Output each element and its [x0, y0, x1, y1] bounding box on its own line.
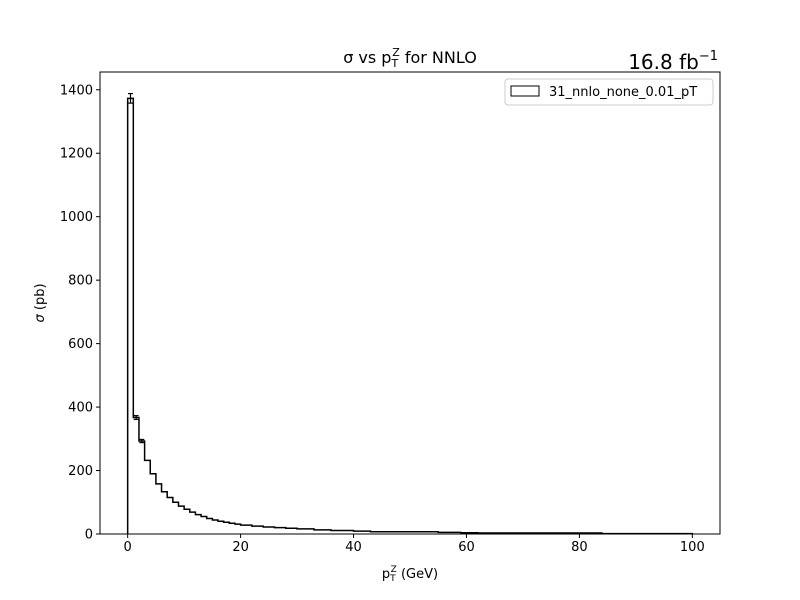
- histogram-bin: [156, 484, 162, 534]
- histogram-bin: [297, 529, 314, 534]
- error-bar: [127, 92, 133, 104]
- histogram-bin: [207, 518, 213, 534]
- histogram-bin: [263, 527, 274, 534]
- histogram-bin: [173, 502, 179, 534]
- y-tick-label: 1400: [60, 83, 93, 98]
- histogram-bin: [195, 515, 201, 534]
- error-bars: [127, 92, 145, 444]
- x-tick-label: 60: [458, 540, 475, 555]
- histogram-bin: [133, 418, 139, 534]
- histogram-series: [126, 97, 694, 535]
- y-tick-label: 1000: [60, 210, 93, 225]
- histogram-bin: [212, 520, 218, 534]
- y-tick-label: 800: [68, 274, 93, 289]
- x-axis-ticks: 0 20 40 60 80 100: [124, 534, 705, 555]
- histogram-bin: [274, 528, 285, 534]
- luminosity-label: 16.8 fb−1: [628, 49, 718, 74]
- legend-label: 31_nnlo_none_0.01_pT: [549, 85, 697, 100]
- y-tick-label: 600: [68, 337, 93, 352]
- legend-frame: [504, 78, 714, 106]
- y-axis-ticks: 0 200 400 600 800 1000 1200 1400: [60, 83, 100, 543]
- axes-frame: [99, 71, 721, 535]
- histogram-bin: [201, 517, 207, 534]
- histogram-bin: [286, 528, 297, 534]
- error-bar: [139, 438, 145, 444]
- x-tick-label: 40: [345, 540, 362, 555]
- x-tick-label: 20: [232, 540, 249, 555]
- histogram-outline: [126, 97, 694, 535]
- x-axis-label: pTZ (GeV): [382, 565, 438, 584]
- histogram-bin: [235, 524, 241, 534]
- y-tick-label: 200: [68, 464, 93, 479]
- histogram-bin: [162, 492, 168, 534]
- y-tick-label: 400: [68, 401, 93, 416]
- x-tick-label: 0: [124, 540, 132, 555]
- histogram-bin: [178, 506, 184, 534]
- histogram-bin: [139, 441, 145, 534]
- histogram-bin: [252, 526, 263, 534]
- error-bar: [133, 415, 139, 421]
- legend: 31_nnlo_none_0.01_pT: [504, 78, 714, 106]
- legend-swatch: [510, 85, 540, 97]
- y-tick-label: 0: [85, 528, 93, 543]
- histogram-bin: [167, 498, 173, 534]
- histogram-bin: [229, 523, 235, 534]
- x-tick-label: 80: [571, 540, 588, 555]
- y-tick-label: 1200: [60, 147, 93, 162]
- y-axis-label: σ (pb): [33, 283, 48, 322]
- histogram-bin: [190, 512, 196, 534]
- histogram-bin: [145, 460, 151, 534]
- histogram-bin: [150, 474, 156, 534]
- histogram-bin: [184, 509, 190, 534]
- x-tick-label: 100: [680, 540, 705, 555]
- histogram-bin: [241, 525, 252, 534]
- chart-title: σ vs pTZ for NNLO: [343, 46, 477, 70]
- histogram-bin: [218, 521, 224, 534]
- histogram-bin: [224, 522, 230, 534]
- histogram-bin: [128, 98, 134, 534]
